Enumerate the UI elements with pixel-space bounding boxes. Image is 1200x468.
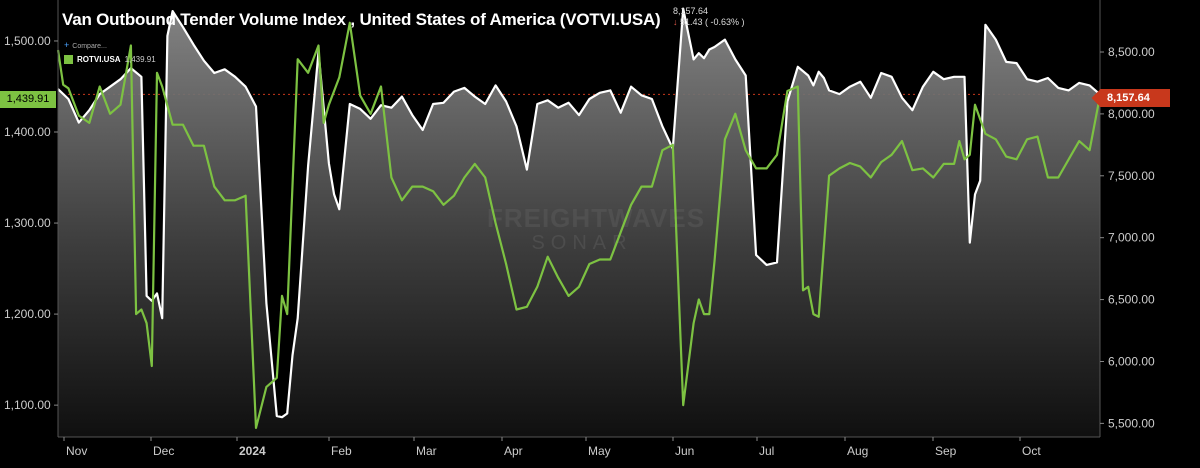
legend-swatch — [64, 55, 73, 64]
x-tick-label: Jun — [675, 444, 694, 458]
votvi-usa-area — [58, 8, 1100, 437]
compare-label: Compare... — [72, 43, 107, 50]
left-axis-value-badge: 1,439.91 — [0, 91, 56, 108]
legend-symbol: ROTVI.USA — [77, 55, 121, 64]
right-axis-value-badge: 8,157.64 — [1100, 89, 1170, 107]
x-tick-label: Feb — [331, 444, 352, 458]
right-tick-label: 7,500.00 — [1108, 169, 1155, 183]
rotvi-usa-line — [56, 21, 1102, 429]
right-tick-label: 8,000.00 — [1108, 107, 1155, 121]
change-down-icon: ↓ — [673, 17, 678, 27]
x-tick-label: Apr — [504, 444, 523, 458]
x-tick-label: Oct — [1022, 444, 1041, 458]
legend-item-rotvi[interactable]: ROTVI.USA 1,439.91 — [64, 55, 156, 64]
right-tick-label: 8,500.00 — [1108, 45, 1155, 59]
watermark-line2: SONAR — [531, 232, 632, 254]
right-tick-label: 7,000.00 — [1108, 231, 1155, 245]
x-tick-label: Aug — [847, 444, 868, 458]
left-tick-label: 1,400.00 — [4, 125, 51, 139]
change-value: 51.43 ( -0.63% ) — [680, 17, 745, 27]
right-tick-label: 6,500.00 — [1108, 293, 1155, 307]
x-tick-label: Mar — [416, 444, 437, 458]
watermark-line1: FREIGHTWAVES — [487, 203, 705, 233]
legend-value: 1,439.91 — [124, 55, 156, 64]
votvi-usa-line — [57, 7, 1101, 419]
last-value: 8,157.64 — [673, 6, 709, 16]
left-tick-label: 1,500.00 — [4, 34, 51, 48]
plus-icon: + — [64, 40, 70, 50]
x-tick-label: Dec — [153, 444, 174, 458]
compare-button[interactable]: + Compare... — [64, 40, 107, 50]
x-tick-label: 2024 — [239, 444, 266, 458]
right-badge-label: 8,157.64 — [1107, 92, 1150, 104]
left-tick-label: 1,200.00 — [4, 307, 51, 321]
left-tick-label: 1,300.00 — [4, 216, 51, 230]
right-tick-label: 6,000.00 — [1108, 354, 1155, 368]
chart-title: Van Outbound Tender Volume Index , Unite… — [62, 10, 661, 29]
x-tick-label: Jul — [759, 444, 774, 458]
left-tick-label: 1,100.00 — [4, 398, 51, 412]
x-tick-label: Sep — [935, 444, 957, 458]
right-tick-label: 5,500.00 — [1108, 416, 1155, 430]
x-tick-label: May — [588, 444, 611, 458]
last-quote: 8,157.64 ↓ 51.43 ( -0.63% ) — [673, 6, 745, 28]
x-tick-label: Nov — [66, 444, 87, 458]
